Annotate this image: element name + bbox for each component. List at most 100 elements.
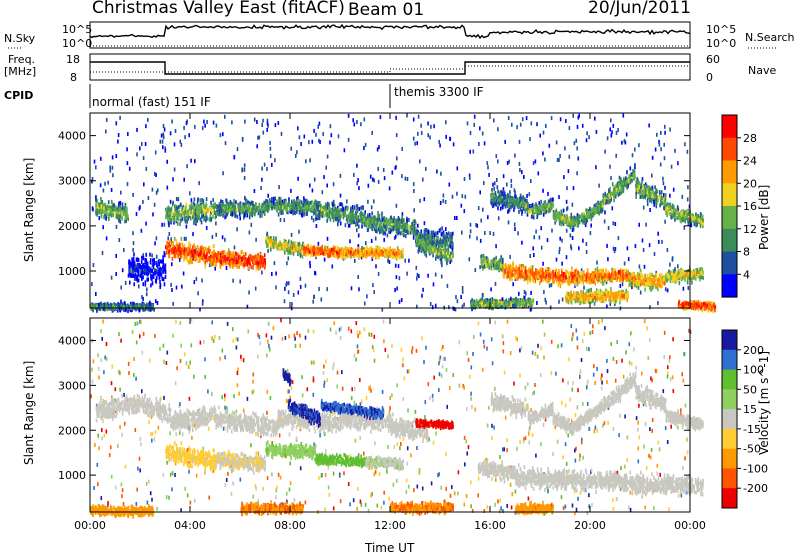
power-panel-echo-cell [321, 207, 323, 211]
power-panel-echo-cell [401, 254, 403, 258]
power-panel-noise-cell [123, 248, 125, 252]
power-panel-noise-cell [318, 242, 320, 246]
power-panel-echo-cell [184, 255, 186, 259]
power-panel-echo-cell [191, 198, 193, 202]
power-panel-echo-cell [530, 277, 532, 281]
power-panel-noise-cell [609, 165, 611, 169]
power-panel-echo-cell [153, 258, 155, 262]
power-panel-noise-cell [683, 287, 685, 291]
power-panel-echo-cell [181, 237, 183, 241]
power-panel-echo-cell [449, 260, 451, 264]
power-panel-noise-cell [576, 146, 578, 150]
power-panel-noise-cell [424, 221, 426, 225]
power-panel-noise-cell [420, 124, 422, 128]
power-panel-echo-cell [432, 241, 434, 245]
power-panel-echo-cell [402, 232, 404, 236]
power-panel-noise-cell [457, 166, 459, 170]
power-panel-noise-cell [421, 294, 423, 298]
power-panel-noise-cell [214, 267, 216, 271]
power-panel-noise-cell [474, 115, 476, 119]
power-panel-echo-cell [497, 261, 499, 265]
power-panel-noise-cell [164, 128, 166, 132]
power-panel-noise-cell [436, 170, 438, 174]
power-panel-echo-cell [333, 218, 335, 222]
power-panel-noise-cell [443, 194, 445, 198]
power-panel-echo-cell [389, 247, 391, 251]
power-panel-echo-cell [203, 204, 205, 208]
power-panel-noise-cell [677, 264, 679, 268]
power-panel-echo-cell [95, 195, 97, 199]
power-panel-noise-cell [473, 150, 475, 154]
power-panel-echo-cell [537, 274, 539, 278]
power-panel-echo-cell [487, 258, 489, 262]
power-panel-echo-cell [220, 260, 222, 264]
power-panel-echo-cell [196, 252, 198, 256]
power-panel-echo-cell [150, 274, 152, 278]
power-panel-echo-cell [401, 215, 403, 219]
power-panel-echo-cell [123, 212, 125, 216]
power-panel-echo-cell [345, 223, 347, 227]
power-panel-noise-cell [401, 298, 403, 302]
power-panel-echo-cell [167, 217, 169, 221]
power-panel-noise-cell [511, 123, 513, 127]
power-panel-noise-cell [309, 158, 311, 162]
power-panel-echo-cell [330, 218, 332, 222]
power-panel-noise-cell [171, 120, 173, 124]
power-panel-echo-cell [101, 205, 103, 209]
power-panel-noise-cell [172, 177, 174, 181]
power-panel-echo-cell [354, 206, 356, 210]
power-panel-echo-cell [542, 273, 544, 277]
power-panel-echo-cell [147, 263, 149, 267]
power-panel-echo-cell [166, 251, 168, 255]
power-panel-echo-cell [259, 260, 261, 264]
power-panel-noise-cell [577, 125, 579, 129]
power-panel-echo-cell [266, 206, 268, 210]
power-panel-noise-cell [244, 120, 246, 124]
power-panel-noise-cell [297, 126, 299, 130]
power-panel-echo-cell [361, 225, 363, 229]
power-panel-noise-cell [604, 220, 606, 224]
power-panel-noise-cell [662, 177, 664, 181]
power-panel-echo-cell [226, 199, 228, 203]
power-panel-noise-cell [398, 264, 400, 268]
power-panel-noise-cell [394, 288, 396, 292]
power-panel-marks [90, 114, 716, 314]
power-panel-echo-cell [179, 243, 181, 247]
power-panel-noise-cell [396, 156, 398, 160]
power-panel-echo-cell [119, 209, 121, 213]
power-panel-echo-cell [327, 254, 329, 258]
power-panel-echo-cell [376, 250, 378, 254]
power-panel-echo-cell [210, 214, 212, 218]
power-panel-noise-cell [572, 236, 574, 240]
power-panel-echo-cell [113, 207, 115, 211]
power-panel-echo-cell [371, 225, 373, 229]
power-panel-echo-cell [444, 236, 446, 240]
power-panel-echo-cell [174, 254, 176, 258]
power-panel-noise-cell [669, 194, 671, 198]
power-panel-echo-cell [228, 202, 230, 206]
power-panel-noise-cell [220, 133, 222, 137]
power-panel-echo-cell [439, 255, 441, 259]
power-panel-echo-cell [428, 241, 430, 245]
power-panel-echo-cell [542, 268, 544, 272]
power-panel-noise-cell [449, 137, 451, 141]
power-panel-echo-cell [219, 204, 221, 208]
power-panel-noise-cell [573, 186, 575, 190]
power-panel-noise-cell [404, 259, 406, 263]
power-panel-echo-cell [164, 253, 166, 257]
power-panel-noise-cell [133, 241, 135, 245]
power-panel-echo-cell [274, 197, 276, 201]
power-panel-noise-cell [519, 168, 521, 172]
power-panel-noise-cell [395, 264, 397, 268]
power-panel-noise-cell [389, 260, 391, 264]
power-panel-echo-cell [428, 230, 430, 234]
power-panel-echo-cell [126, 207, 128, 211]
power-panel-noise-cell [395, 116, 397, 120]
power-panel-echo-cell [242, 257, 244, 261]
power-panel-echo-cell [172, 250, 174, 254]
power-panel-echo-cell [414, 219, 416, 223]
power-panel-echo-cell [350, 254, 352, 258]
power-panel-noise-cell [432, 305, 434, 309]
power-panel-echo-cell [500, 264, 502, 268]
power-panel-noise-cell [460, 295, 462, 299]
